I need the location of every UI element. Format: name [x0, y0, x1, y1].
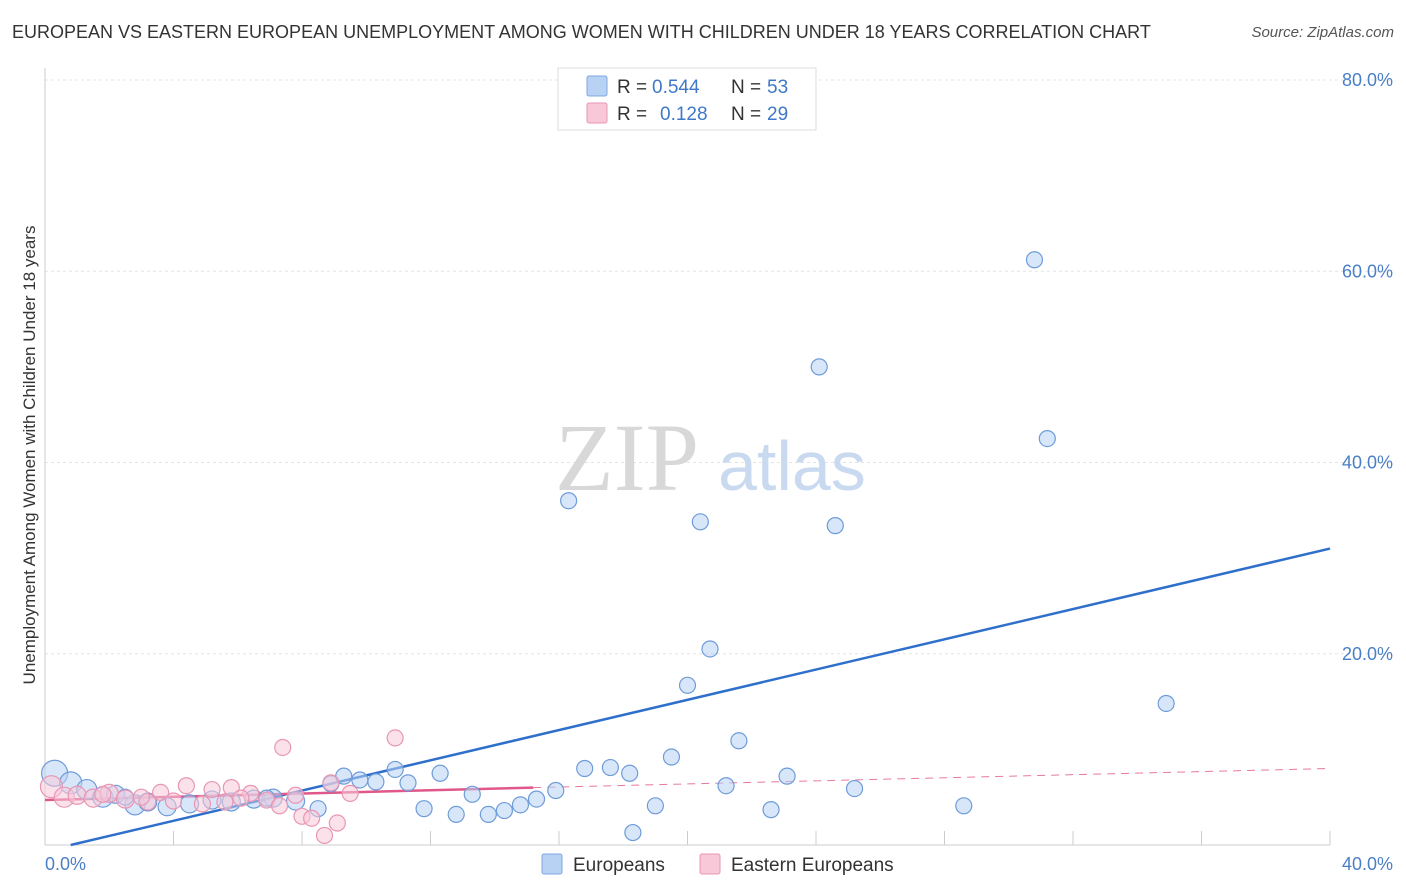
trend-line-extension-eastern-europeans — [533, 768, 1331, 789]
gridlines — [45, 79, 1392, 655]
data-point — [203, 780, 221, 799]
data-point — [303, 809, 321, 827]
data-point — [270, 797, 289, 815]
bottom-legend-swatch-europeans — [541, 853, 563, 875]
legend-swatch-europeans — [586, 75, 608, 97]
x-tick-label-0: 0.0% — [45, 854, 86, 874]
legend-swatch-eastern-europeans — [586, 102, 608, 124]
data-point — [132, 788, 150, 806]
data-point — [1038, 429, 1056, 448]
legend-r-label-2: R = — [617, 104, 647, 125]
data-point — [624, 823, 642, 842]
data-point — [826, 517, 844, 535]
data-point — [646, 797, 664, 815]
data-point — [216, 793, 234, 811]
data-point — [193, 795, 212, 813]
data-point — [415, 800, 433, 818]
data-point — [341, 784, 359, 802]
data-point — [386, 729, 404, 747]
data-point — [730, 732, 748, 750]
data-point — [762, 801, 780, 819]
bottom-legend-eastern-europeans: Eastern Europeans — [731, 855, 894, 876]
bottom-legend-swatch-eastern-europeans — [699, 853, 721, 875]
data-point — [328, 814, 346, 832]
legend-r-value-1: 0.544 — [652, 77, 700, 98]
y-axis-title: Unemployment Among Women with Children U… — [20, 226, 39, 685]
legend-n-label-1: N = — [731, 77, 761, 98]
data-point — [495, 801, 513, 820]
watermark-atlas: atlas — [718, 427, 866, 505]
data-point — [717, 777, 735, 795]
data-point — [778, 767, 796, 785]
data-point — [463, 785, 481, 803]
x-tick-label-1: 40.0% — [1342, 854, 1393, 874]
data-point — [94, 785, 112, 803]
data-point — [286, 786, 305, 804]
series-eastern-europeans-points — [39, 729, 404, 845]
data-point — [576, 759, 594, 778]
data-point — [315, 826, 334, 845]
data-point — [177, 777, 195, 795]
data-point — [810, 358, 828, 376]
data-point — [367, 773, 385, 791]
data-point — [601, 758, 620, 777]
data-point — [386, 760, 404, 779]
data-point — [164, 792, 183, 810]
y-tick-labels: 20.0% 40.0% 60.0% 80.0% — [1342, 70, 1393, 664]
data-point — [322, 774, 340, 792]
chart-title: EUROPEAN VS EASTERN EUROPEAN UNEMPLOYMEN… — [12, 22, 1151, 42]
y-tick-label-0: 20.0% — [1342, 644, 1393, 664]
data-point — [399, 774, 417, 792]
data-point — [527, 790, 546, 808]
data-point — [115, 789, 135, 809]
legend-n-value-2: 29 — [767, 104, 788, 125]
data-point — [1157, 694, 1175, 713]
legend-n-label-2: N = — [731, 104, 761, 125]
y-tick-label-3: 80.0% — [1342, 70, 1393, 90]
legend-r-label-1: R = — [617, 77, 647, 98]
data-point — [845, 779, 864, 798]
bottom-legend-europeans: Europeans — [573, 855, 665, 876]
data-point — [222, 779, 240, 797]
data-point — [67, 785, 87, 805]
data-point — [351, 771, 369, 789]
data-point — [701, 640, 719, 658]
data-point — [274, 738, 292, 757]
chart-source: Source: ZipAtlas.com — [1251, 24, 1394, 41]
data-point — [511, 796, 530, 814]
data-point — [621, 764, 639, 782]
data-point — [547, 781, 565, 800]
legend: R = 0.544 N = 53 R = 0.128 N = 29 — [557, 67, 817, 131]
data-point — [479, 805, 497, 824]
series-europeans-points — [41, 251, 1175, 842]
data-point — [447, 805, 465, 824]
data-point — [662, 748, 681, 766]
data-point — [691, 513, 709, 531]
data-point — [152, 783, 170, 802]
y-tick-label-1: 40.0% — [1342, 453, 1393, 473]
y-tick-label-2: 60.0% — [1342, 261, 1393, 281]
legend-n-value-1: 53 — [767, 77, 788, 98]
legend-r-value-2: 0.128 — [660, 104, 708, 125]
data-point — [678, 676, 697, 694]
data-points — [39, 251, 1175, 845]
data-point — [232, 789, 250, 807]
data-point — [431, 764, 449, 782]
axes — [44, 68, 1331, 846]
bottom-legend: Europeans Eastern Europeans — [541, 853, 894, 876]
x-tick-labels: 0.0% 40.0% — [45, 854, 1393, 874]
data-point — [955, 797, 973, 815]
watermark: ZIP atlas — [555, 404, 866, 511]
data-point — [560, 492, 578, 510]
watermark-zip: ZIP — [555, 404, 699, 511]
data-point — [1025, 251, 1044, 269]
